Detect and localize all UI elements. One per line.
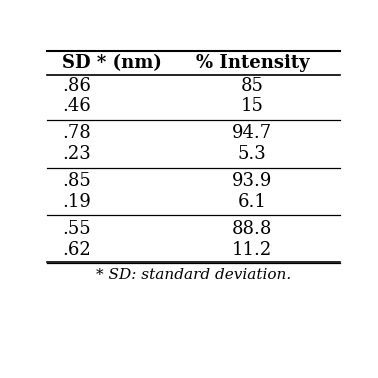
Text: .19: .19 bbox=[62, 193, 91, 211]
Text: 5.3: 5.3 bbox=[238, 145, 267, 163]
Text: .23: .23 bbox=[62, 145, 91, 163]
Text: 15: 15 bbox=[241, 98, 264, 116]
Text: SD * (nm): SD * (nm) bbox=[62, 54, 162, 72]
Text: 93.9: 93.9 bbox=[232, 172, 273, 190]
Text: .55: .55 bbox=[62, 220, 90, 238]
Text: 6.1: 6.1 bbox=[238, 193, 267, 211]
Text: 94.7: 94.7 bbox=[232, 124, 273, 142]
Text: 85: 85 bbox=[241, 76, 264, 94]
Text: * SD: standard deviation.: * SD: standard deviation. bbox=[96, 268, 291, 282]
Text: % Intensity: % Intensity bbox=[195, 54, 309, 72]
Text: .62: .62 bbox=[62, 241, 91, 259]
Text: .86: .86 bbox=[62, 76, 91, 94]
Text: 11.2: 11.2 bbox=[232, 241, 273, 259]
Text: 88.8: 88.8 bbox=[232, 220, 273, 238]
Text: .46: .46 bbox=[62, 98, 91, 116]
Text: .85: .85 bbox=[62, 172, 91, 190]
Text: .78: .78 bbox=[62, 124, 91, 142]
